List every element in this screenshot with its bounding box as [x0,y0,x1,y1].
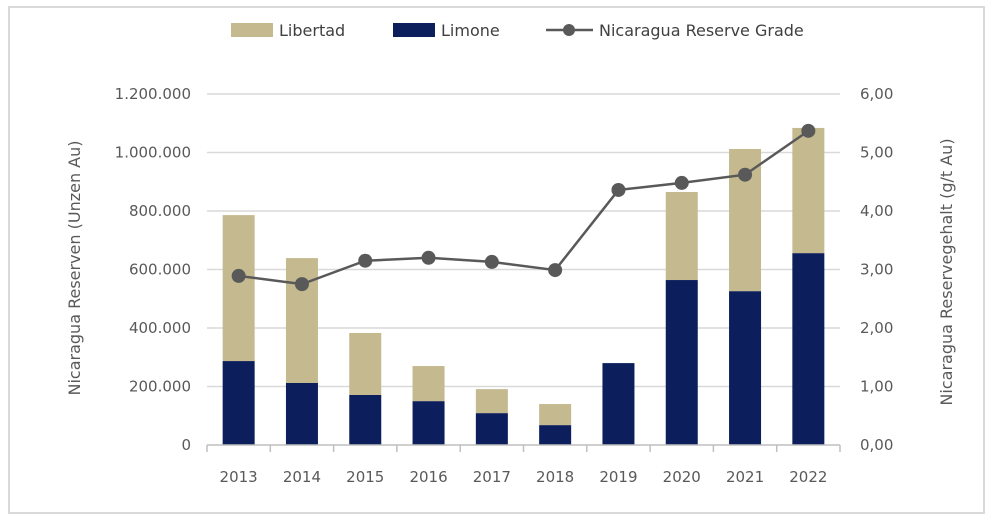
grade-point [738,167,753,182]
bar-libertad [222,215,255,362]
bar-limone [602,363,635,445]
grade-point [801,123,816,138]
x-tick-label: 2016 [409,468,447,486]
legend-swatch-libertad [231,23,273,37]
y-tick-label-right: 2,00 [860,319,893,337]
y-tick-label-left: 1.200.000 [115,85,191,103]
y-tick-label-left: 400.000 [129,319,191,337]
y-tick-label-right: 4,00 [860,202,893,220]
bar-libertad [349,332,382,395]
bar-limone [412,401,445,445]
y-tick-label-left: 200.000 [129,378,191,396]
bar-limone [475,413,508,445]
y-tick-label-right: 3,00 [860,261,893,279]
grade-point [548,263,563,278]
x-tick-label: 2019 [599,468,637,486]
y-axis-title-left: Nicaragua Reserven (Unzen Au) [65,140,84,395]
y-tick-label-right: 1,00 [860,378,893,396]
bar-limone [665,280,698,445]
legend-swatch-limone [393,23,435,37]
grade-point [421,250,436,265]
y-tick-label-left: 1.000.000 [115,144,191,162]
bar-limone [222,361,255,445]
x-tick-label: 2021 [726,468,764,486]
grade-point [358,253,373,268]
bar-libertad [665,191,698,281]
grade-line-path [238,129,810,286]
y-tick-label-right: 5,00 [860,144,893,162]
grade-line [231,123,816,292]
legend: Libertad Limone Nicaragua Reserve Grade [231,21,804,40]
bar-limone [539,425,572,445]
legend-label-libertad: Libertad [279,21,345,40]
x-tick-label: 2015 [346,468,384,486]
y-tick-label-left: 600.000 [129,261,191,279]
grade-point [674,175,689,190]
legend-swatch-grade-marker [563,24,575,36]
y-tick-label-left: 800.000 [129,202,191,220]
bar-libertad [412,366,445,402]
bar-limone [349,394,382,445]
y-tick-label-right: 0,00 [860,436,893,454]
x-tick-label: 2022 [789,468,827,486]
bar-libertad [475,389,508,414]
bars [222,127,825,445]
grade-point [611,182,626,197]
bar-libertad [792,127,825,254]
x-tick-label: 2017 [473,468,511,486]
grade-point [294,277,309,292]
y-tick-label-left: 0 [181,436,191,454]
axes: 0 200.000 400.000 600.000 800.000 1.000.000 1.… [115,85,894,486]
legend-label-limone: Limone [441,21,500,40]
bar-libertad [285,258,318,383]
bar-libertad [539,404,572,426]
x-tick-label: 2014 [283,468,321,486]
bar-limone [285,382,318,445]
bar-limone [729,291,762,445]
x-tick-label: 2020 [663,468,701,486]
x-tick-label: 2013 [220,468,258,486]
y-tick-label-right: 6,00 [860,85,893,103]
y-axis-title-right: Nicaragua Reservegehalt (g/t Au) [937,138,956,405]
legend-label-grade: Nicaragua Reserve Grade [599,21,804,40]
grade-point [231,268,246,283]
grade-point [484,254,499,269]
x-tick-label: 2018 [536,468,574,486]
bar-limone [792,253,825,445]
